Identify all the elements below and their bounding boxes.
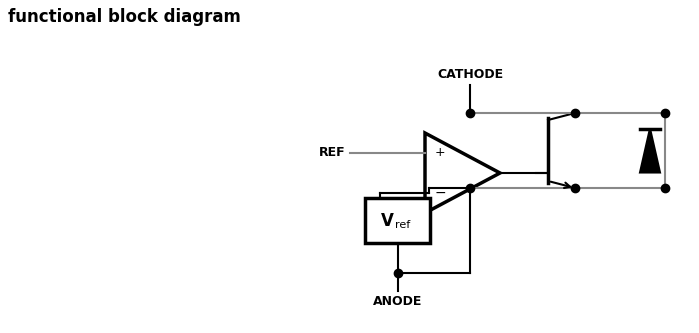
Text: REF: REF [318, 147, 345, 160]
Text: CATHODE: CATHODE [437, 68, 503, 81]
Bar [365, 198, 430, 243]
Text: ANODE: ANODE [373, 295, 422, 308]
Polygon shape [640, 129, 660, 172]
Text: −: − [435, 186, 447, 200]
Text: functional block diagram: functional block diagram [8, 8, 241, 26]
Text: V: V [381, 211, 394, 229]
Text: +: + [435, 147, 446, 160]
Text: ref: ref [396, 219, 411, 229]
